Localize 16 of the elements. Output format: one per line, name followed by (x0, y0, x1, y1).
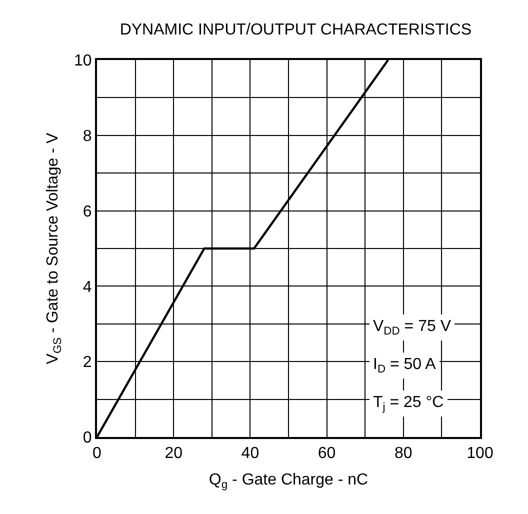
annotation: V$_{DD}$ = 75 V (373, 318, 452, 338)
x-tick-label: 100 (466, 445, 494, 462)
x-tick-label: 40 (241, 445, 260, 462)
y-tick-label: 8 (82, 128, 92, 145)
x-tick-label: 60 (318, 445, 336, 462)
chart-title: DYNAMIC INPUT/OUTPUT CHARACTERISTICS (120, 21, 472, 38)
y-tick-label: 6 (82, 203, 92, 220)
annotation: I$_{D}$ = 50 A (373, 356, 436, 376)
annotation: T$_{j}$ = 25 °C (373, 394, 444, 414)
y-tick-label: 4 (82, 278, 92, 296)
x-tick-label: 80 (394, 445, 412, 462)
y-tick-label: 2 (82, 354, 92, 372)
y-tick-label: 0 (82, 430, 92, 447)
x-axis-title: Q$_{g}$ - Gate Charge - nC (208, 471, 368, 491)
y-tick-label: 10 (74, 52, 92, 70)
x-tick-label: 20 (164, 445, 183, 462)
